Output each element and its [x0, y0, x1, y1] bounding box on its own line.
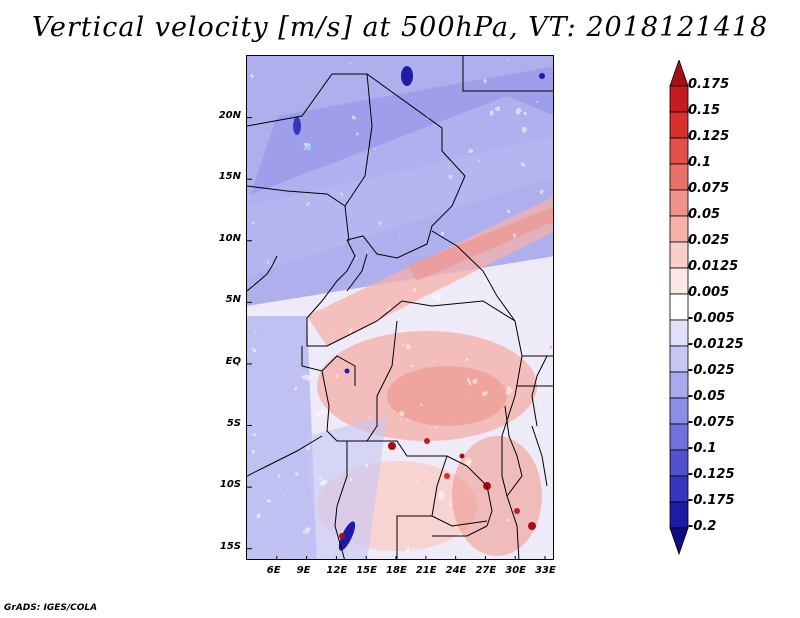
lon-tick-label: 15E — [356, 565, 377, 576]
lon-tick-label: 24E — [445, 565, 467, 576]
map-canvas — [247, 56, 553, 559]
lon-tick-label: 21E — [415, 565, 437, 576]
colorbar-level-label: 0.025 — [688, 233, 730, 248]
lon-tick-label: 6E — [266, 565, 281, 576]
colorbar-segment — [669, 397, 689, 425]
colorbar-level-label: -0.025 — [688, 363, 735, 378]
colorbar-segment — [669, 449, 689, 477]
colorbar-level-label: -0.2 — [688, 519, 717, 534]
colorbar-level-label: -0.1 — [688, 441, 717, 456]
colorbar-level-label: -0.005 — [688, 311, 735, 326]
colorbar-segment — [669, 241, 689, 269]
colorbar-level-label: 0.075 — [688, 181, 730, 196]
colorbar-segment — [669, 137, 689, 165]
colorbar-level-label: -0.0125 — [688, 337, 744, 352]
colorbar-segment — [669, 501, 689, 529]
grads-credit: GrADS: IGES/COLA — [4, 603, 98, 613]
lat-tick-label: 5N — [225, 294, 241, 306]
lon-tick-label: 33E — [535, 565, 556, 576]
lon-tick-label: 18E — [386, 565, 407, 576]
lon-tick-label: 9E — [296, 565, 311, 576]
lat-tick-label: EQ — [225, 355, 241, 367]
colorbar-segment — [669, 85, 689, 113]
colorbar-segment — [669, 111, 689, 139]
colorbar-segment — [669, 293, 689, 321]
velocity-map — [246, 55, 554, 560]
colorbar-level-label: 0.175 — [688, 77, 730, 92]
colorbar-level-label: 0.05 — [688, 207, 721, 222]
lat-tick-label: 10N — [218, 232, 241, 244]
lat-tick-label: 20N — [218, 109, 241, 121]
map-title: Vertical velocity [m/s] at 500hPa, VT: 2… — [31, 12, 769, 43]
colorbar-level-label: 0.15 — [688, 103, 721, 118]
colorbar-level-label: -0.075 — [688, 415, 735, 430]
colorbar-level-label: -0.175 — [688, 493, 735, 508]
red-speckles — [247, 56, 553, 559]
lon-tick-label: 30E — [505, 565, 526, 576]
colorbar-level-label: 0.005 — [688, 285, 730, 300]
colorbar-segment — [669, 60, 689, 87]
colorbar-level-label: 0.125 — [688, 129, 730, 144]
lon-tick-label: 12E — [326, 565, 348, 576]
colorbar-segment — [669, 163, 689, 191]
colorbar-level-label: -0.05 — [688, 389, 726, 404]
colorbar-segment — [669, 345, 689, 373]
colorbar-segment — [669, 319, 689, 347]
colorbar-segment — [669, 189, 689, 217]
lat-tick-label: 15S — [219, 540, 241, 552]
lat-tick-label: 5S — [226, 417, 241, 429]
colorbar-segment — [669, 371, 689, 399]
lon-tick-label: 27E — [475, 565, 497, 576]
colorbar — [669, 60, 689, 556]
colorbar-segment — [669, 215, 689, 243]
colorbar-segment — [669, 423, 689, 451]
lat-tick-label: 10S — [219, 479, 241, 491]
colorbar-segment — [669, 527, 689, 556]
colorbar-segment — [669, 267, 689, 295]
lat-tick-label: 15N — [218, 171, 241, 183]
strong-cores — [293, 66, 545, 551]
colorbar-level-label: -0.125 — [688, 467, 735, 482]
colorbar-level-label: 0.1 — [688, 155, 712, 170]
country-borders — [247, 56, 553, 559]
colorbar-segment — [669, 475, 689, 503]
colorbar-level-label: 0.0125 — [688, 259, 739, 274]
